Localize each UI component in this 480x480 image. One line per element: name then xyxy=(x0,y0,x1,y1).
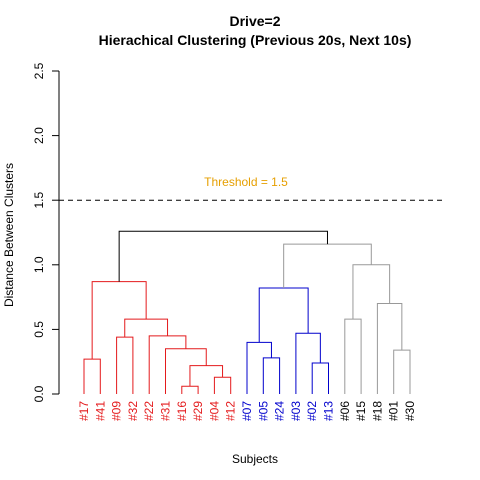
dendrogram-link xyxy=(262,357,281,394)
dendrogram-link xyxy=(311,362,329,394)
y-tick-label: 1.5 xyxy=(32,192,46,209)
leaf-label: #41 xyxy=(93,401,107,421)
leaf-label: #32 xyxy=(126,401,140,421)
leaf-label: #04 xyxy=(207,401,221,421)
dendrogram-tree xyxy=(83,230,411,394)
dendrogram-link xyxy=(118,230,328,282)
dendrogram-link xyxy=(91,281,147,360)
dendrogram-link xyxy=(116,336,134,394)
leaf-label: #12 xyxy=(224,401,238,421)
dendrogram-link xyxy=(148,335,187,394)
x-axis-label: Subjects xyxy=(232,452,278,466)
leaf-label: #17 xyxy=(77,401,91,421)
threshold-label: Threshold = 1.5 xyxy=(204,175,288,189)
threshold: Threshold = 1.5 xyxy=(59,175,446,201)
y-axis-label: Distance Between Clusters xyxy=(2,163,16,307)
dendrogram-link xyxy=(393,349,411,394)
chart-subtitle: Hierachical Clustering (Previous 20s, Ne… xyxy=(99,32,412,48)
leaf-label: #07 xyxy=(240,401,254,421)
dendrogram-link xyxy=(189,365,224,387)
y-axis: 0.0 0.5 1.0 1.5 2.0 2.5 xyxy=(32,62,60,402)
chart-title: Drive=2 xyxy=(230,13,281,29)
leaf-label: #06 xyxy=(338,401,352,421)
dendrogram-link xyxy=(181,385,199,394)
leaf-labels: #17 #41 #09 #32 #22 #31 #16 #29 #04 #12 #07 #05 #24 #… xyxy=(77,401,417,421)
leaf-label: #24 xyxy=(273,401,287,421)
leaf-label: #02 xyxy=(305,401,319,421)
dendrogram-link xyxy=(246,341,272,394)
leaf-label: #01 xyxy=(387,401,401,421)
y-tick-label: 0.5 xyxy=(32,321,46,338)
leaf-label: #22 xyxy=(142,401,156,421)
leaf-label: #05 xyxy=(256,401,270,421)
dendrogram-link xyxy=(213,376,232,394)
dendrogram-link xyxy=(352,264,391,320)
leaf-label: #31 xyxy=(159,401,173,421)
dendrogram-link xyxy=(83,358,101,394)
dendrogram-link xyxy=(283,243,372,289)
dendrogram-link xyxy=(344,318,362,394)
leaf-label: #18 xyxy=(370,401,384,421)
dendrogram-link xyxy=(124,318,169,338)
dendrogram-link xyxy=(258,287,309,343)
dendrogram-link xyxy=(295,332,321,394)
y-tick-label: 1.0 xyxy=(32,256,46,273)
leaf-label: #16 xyxy=(175,401,189,421)
leaf-label: #29 xyxy=(191,401,205,421)
y-tick-label: 2.0 xyxy=(32,127,46,144)
y-tick-label: 2.5 xyxy=(32,62,46,79)
y-tick-label: 0.0 xyxy=(32,385,46,402)
leaf-label: #09 xyxy=(110,401,124,421)
leaf-label: #15 xyxy=(354,401,368,421)
leaf-label: #03 xyxy=(289,401,303,421)
dendrogram-link xyxy=(376,303,403,394)
leaf-label: #30 xyxy=(403,401,417,421)
dendrogram-link xyxy=(165,348,207,394)
leaf-label: #13 xyxy=(322,401,336,421)
